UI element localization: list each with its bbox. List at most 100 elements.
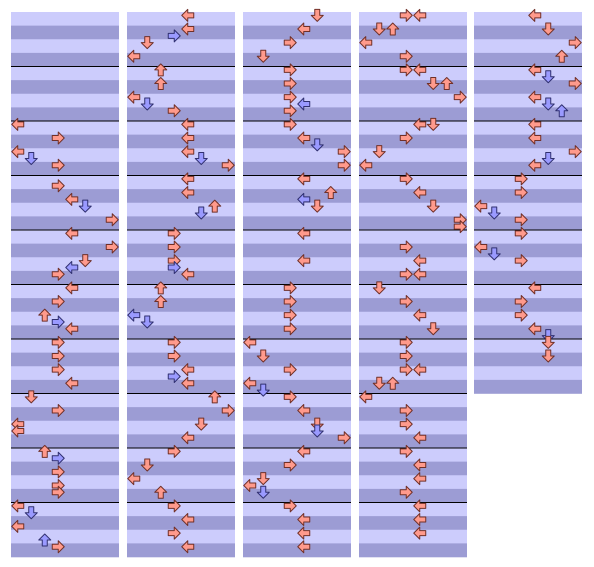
beat-band — [243, 39, 351, 54]
arrow-note — [528, 63, 542, 77]
beat-band — [243, 516, 351, 531]
beat-band — [11, 257, 119, 272]
arrow-note — [140, 315, 154, 329]
arrow-note — [541, 335, 555, 349]
arrow-note — [208, 199, 222, 213]
beat-band — [11, 311, 119, 326]
beat-band — [11, 12, 119, 26]
arrow-note — [359, 390, 373, 404]
arrow-note — [51, 465, 65, 479]
beat-band — [127, 12, 235, 26]
arrow-note — [297, 192, 311, 206]
arrow-note — [453, 90, 467, 104]
arrow-note — [167, 349, 181, 363]
arrow-note — [11, 499, 25, 513]
beat-band — [11, 393, 119, 408]
beat-band — [127, 434, 235, 449]
beat-band — [127, 516, 235, 531]
arrow-note — [359, 36, 373, 50]
beat-band — [243, 161, 351, 176]
arrow-note — [555, 49, 569, 63]
arrow-note — [167, 526, 181, 540]
beat-band — [359, 107, 467, 122]
beat-band — [11, 107, 119, 122]
beat-band — [243, 379, 351, 394]
beat-band — [11, 325, 119, 340]
chart-column — [11, 12, 119, 558]
arrow-note — [51, 179, 65, 193]
arrow-note — [181, 513, 195, 527]
beat-band — [359, 52, 467, 67]
arrow-note — [413, 267, 427, 281]
beat-band — [243, 284, 351, 299]
beat-band — [11, 543, 119, 558]
arrow-note — [514, 308, 528, 322]
beat-band — [243, 93, 351, 108]
arrow-note — [528, 322, 542, 336]
beat-band — [359, 12, 467, 26]
arrow-note — [51, 485, 65, 499]
beat-band — [11, 420, 119, 435]
arrow-note — [51, 363, 65, 377]
arrow-note — [181, 117, 195, 131]
arrow-note — [399, 240, 413, 254]
beat-band — [359, 461, 467, 476]
beat-band — [127, 257, 235, 272]
arrow-note — [297, 444, 311, 458]
beat-band — [359, 434, 467, 449]
arrow-note — [181, 267, 195, 281]
arrow-note — [181, 8, 195, 22]
arrow-note — [555, 104, 569, 118]
arrow-note — [474, 199, 488, 213]
beat-band — [127, 175, 235, 190]
arrow-note — [283, 281, 297, 295]
beat-band — [127, 230, 235, 244]
arrow-note — [154, 485, 168, 499]
arrow-note — [297, 526, 311, 540]
arrow-note — [359, 158, 373, 172]
beat-band — [359, 379, 467, 394]
beat-band — [11, 502, 119, 517]
arrow-note — [167, 335, 181, 349]
beat-band — [359, 352, 467, 367]
beat-band — [474, 12, 582, 26]
beat-band — [11, 475, 119, 490]
beat-band — [11, 529, 119, 544]
arrow-note — [413, 63, 427, 77]
beat-band — [359, 216, 467, 231]
beat-band — [11, 298, 119, 313]
arrow-note — [399, 417, 413, 431]
beat-band — [243, 311, 351, 326]
arrow-note — [283, 458, 297, 472]
arrow-note — [514, 213, 528, 227]
beat-band — [11, 379, 119, 394]
arrow-note — [283, 63, 297, 77]
arrow-note — [167, 240, 181, 254]
arrow-note — [297, 172, 311, 186]
arrow-note — [568, 77, 582, 91]
arrow-note — [65, 281, 79, 295]
arrow-note — [528, 131, 542, 145]
beat-band — [127, 488, 235, 503]
beat-band — [359, 516, 467, 531]
arrow-note — [297, 513, 311, 527]
beat-band — [127, 529, 235, 544]
beat-band — [243, 529, 351, 544]
arrow-note — [568, 145, 582, 159]
beat-band — [359, 93, 467, 108]
arrow-note — [167, 226, 181, 240]
arrow-note — [413, 363, 427, 377]
beat-band — [474, 52, 582, 67]
arrow-note — [181, 186, 195, 200]
arrow-note — [426, 322, 440, 336]
arrow-note — [181, 363, 195, 377]
beat-band — [474, 202, 582, 217]
arrow-note — [283, 104, 297, 118]
beat-band — [474, 93, 582, 108]
arrow-note — [181, 172, 195, 186]
beat-band — [243, 25, 351, 40]
arrow-note — [474, 240, 488, 254]
arrow-note — [487, 206, 501, 220]
beat-band — [474, 175, 582, 190]
beat-band — [474, 298, 582, 313]
